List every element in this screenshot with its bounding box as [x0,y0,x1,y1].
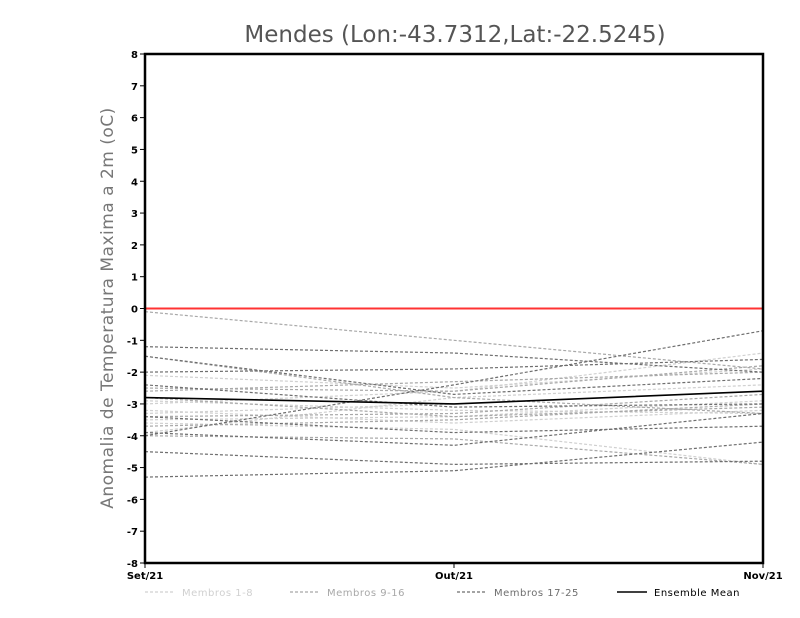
chart-title: Mendes (Lon:-43.7312,Lat:-22.5245) [244,22,665,48]
y-axis-label: Anomalia de Temperatura Maxima a 2m (oC) [98,107,118,509]
x-axis-ticks: Set/21 Out/21 Nov/21 [127,563,783,582]
member-line [144,396,764,418]
y-tick-label: 8 [131,50,138,61]
y-tick-label: -7 [127,527,138,538]
member-line [144,412,764,446]
series-lines [144,311,764,478]
member-line [144,384,764,408]
member-line [144,311,764,370]
member-line [144,330,764,437]
member-line [144,435,764,465]
y-tick-label: 0 [131,305,138,316]
x-tick-label: Nov/21 [743,571,782,582]
member-line [144,422,764,465]
member-line [144,409,764,424]
y-tick-label: 6 [131,114,138,125]
member-line [144,393,764,418]
member-line [144,371,764,392]
plot-frame [143,52,765,565]
y-tick-label: -5 [127,464,138,475]
member-line [144,400,764,421]
y-tick-label: 7 [131,82,138,93]
y-tick-label: 4 [131,177,138,188]
member-line [144,451,764,465]
y-tick-label: -1 [127,336,138,347]
y-tick-label: 5 [131,145,138,156]
member-line [144,355,764,395]
y-tick-label: -4 [127,432,138,443]
y-axis-ticks: 8 7 6 5 4 3 2 1 0 -1 -2 -3 -4 -5 -6 -7 -8 [127,50,145,570]
y-tick-label: -3 [127,400,138,411]
member-line [144,403,764,427]
y-tick-label: 1 [131,273,138,284]
member-line [144,358,764,373]
member-line [144,400,764,415]
member-line [144,365,764,392]
member-line [144,346,764,373]
x-tick-label: Out/21 [435,571,473,582]
legend-label: Membros 17-25 [494,588,579,599]
legend-label: Membros 9-16 [327,588,405,599]
legend-label: Membros 1-8 [182,588,253,599]
y-tick-label: -2 [127,368,138,379]
member-line [144,368,764,389]
member-line [144,355,764,415]
y-tick-label: -6 [127,495,138,506]
member-line [144,441,764,478]
legend-label: Ensemble Mean [654,588,740,599]
y-tick-label: 3 [131,209,138,220]
member-line [144,416,764,434]
y-tick-label: -8 [127,559,138,570]
x-tick-label: Set/21 [127,571,163,582]
ensemble-mean-line [144,390,764,405]
legend: Membros 1-8 Membros 9-16 Membros 17-25 Ense… [145,588,740,599]
y-tick-label: 2 [131,241,138,252]
